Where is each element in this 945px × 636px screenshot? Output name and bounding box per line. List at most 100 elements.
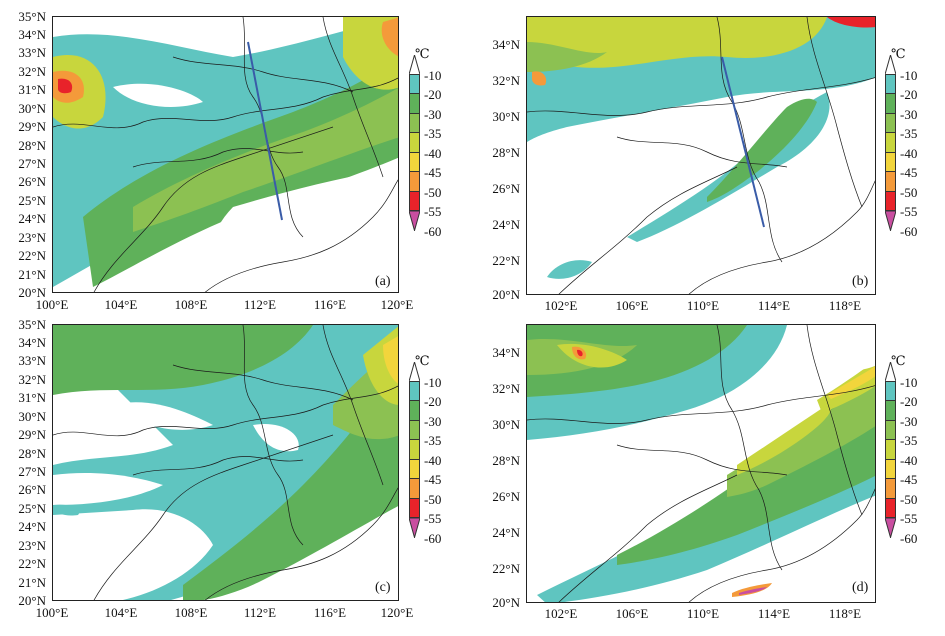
colorbar-segment xyxy=(409,113,420,133)
y-label-b-5: 24°N xyxy=(492,217,520,232)
colorbar-segment xyxy=(885,133,896,153)
y-label-a-15: 20°N xyxy=(18,285,46,300)
x-label-c-5: 120°E xyxy=(380,605,414,620)
x-label-c-3: 112°E xyxy=(243,605,277,620)
colorbar-segment xyxy=(409,74,420,94)
y-label-d-0: 34°N xyxy=(492,345,520,360)
colorbar-unit: ℃ xyxy=(415,46,430,61)
x-label-d-0: 102°E xyxy=(544,606,578,621)
y-label-b-1: 32°N xyxy=(492,73,520,88)
y-label-b-4: 26°N xyxy=(492,181,520,196)
colorbar-segment xyxy=(885,459,896,479)
y-label-c-2: 33°N xyxy=(18,353,46,368)
colorbar-segment xyxy=(409,440,420,460)
y-label-d-6: 22°N xyxy=(492,561,520,576)
y-label-c-12: 23°N xyxy=(18,538,46,553)
y-label-a-5: 30°N xyxy=(18,101,46,116)
colorbar-label: -50 xyxy=(900,184,918,200)
colorbar-label: -40 xyxy=(424,452,442,468)
x-label-c-2: 108°E xyxy=(174,605,208,620)
colorbar-segment xyxy=(409,94,420,114)
map-d xyxy=(526,324,876,603)
colorbar-segment xyxy=(885,172,896,192)
y-label-b-6: 22°N xyxy=(492,253,520,268)
colorbar-label: -40 xyxy=(424,145,442,161)
colorbar-label: -30 xyxy=(900,106,918,122)
y-label-a-3: 32°N xyxy=(18,64,46,79)
colorbar-segment xyxy=(409,152,420,172)
colorbar-label: -20 xyxy=(424,394,442,409)
colorbar-label: -55 xyxy=(424,204,442,219)
colorbar-label: -55 xyxy=(900,511,918,526)
colorbar-top-arrow xyxy=(409,362,420,382)
colorbar-segment xyxy=(409,498,420,518)
colorbar-unit: ℃ xyxy=(891,46,906,61)
colorbar-label: -55 xyxy=(900,204,918,219)
y-label-c-6: 29°N xyxy=(18,427,46,442)
colorbar-label: -10 xyxy=(900,67,918,83)
colorbar-segment xyxy=(885,152,896,172)
panel-label-c: (c) xyxy=(373,580,393,596)
cloud-top-temperature-field-b xyxy=(527,17,875,294)
panel-label-a: (a) xyxy=(373,274,393,290)
colorbar-segment xyxy=(409,172,420,192)
colorbar-label: -45 xyxy=(900,472,918,487)
colorbar-label: -30 xyxy=(900,413,918,429)
y-label-a-4: 31°N xyxy=(18,82,46,97)
y-label-c-8: 27°N xyxy=(18,464,46,479)
colorbar-top-arrow xyxy=(885,362,896,382)
colorbar-bottom-arrow xyxy=(885,518,896,538)
x-label-b-2: 110°E xyxy=(686,298,720,313)
y-label-c-10: 25°N xyxy=(18,501,46,516)
x-label-b-4: 118°E xyxy=(828,298,862,313)
x-label-d-1: 106°E xyxy=(615,606,649,621)
y-label-d-5: 24°N xyxy=(492,525,520,540)
x-label-a-2: 108°E xyxy=(174,297,208,312)
y-label-d-7: 20°N xyxy=(492,595,520,610)
colorbar-label: -10 xyxy=(424,374,442,390)
colorbar-label: -40 xyxy=(900,145,918,161)
colorbar-unit: ℃ xyxy=(415,353,430,368)
y-label-d-4: 26°N xyxy=(492,489,520,504)
cloud-top-temperature-field-a xyxy=(53,17,398,292)
colorbar-label: -35 xyxy=(900,433,918,448)
x-label-d-3: 114°E xyxy=(757,606,791,621)
y-label-c-11: 24°N xyxy=(18,519,46,534)
cloud-top-temperature-field-d xyxy=(527,325,875,602)
x-label-b-1: 106°E xyxy=(615,298,649,313)
colorbar-label: -60 xyxy=(900,530,918,546)
x-label-b-0: 102°E xyxy=(544,298,578,313)
y-label-d-3: 28°N xyxy=(492,453,520,468)
y-label-a-13: 22°N xyxy=(18,248,46,263)
colorbar-label: -50 xyxy=(900,491,918,507)
colorbar-segment xyxy=(409,191,420,211)
y-label-a-10: 25°N xyxy=(18,193,46,208)
y-label-c-15: 20°N xyxy=(18,593,46,608)
colorbar-label: -45 xyxy=(424,165,442,180)
x-label-d-4: 118°E xyxy=(828,606,862,621)
colorbar-label: -50 xyxy=(424,184,442,200)
y-label-a-7: 28°N xyxy=(18,138,46,153)
colorbar-label: -55 xyxy=(424,511,442,526)
colorbar-label: -40 xyxy=(900,452,918,468)
colorbar-segment xyxy=(885,381,896,401)
y-label-c-4: 31°N xyxy=(18,390,46,405)
y-label-c-3: 32°N xyxy=(18,372,46,387)
y-label-c-1: 34°N xyxy=(18,335,46,350)
x-label-d-2: 110°E xyxy=(686,606,720,621)
map-c xyxy=(52,324,399,601)
colorbar-label: -30 xyxy=(424,106,442,122)
colorbar-segment xyxy=(885,94,896,114)
y-label-a-0: 35°N xyxy=(18,9,46,24)
colorbar-label: -60 xyxy=(424,223,442,239)
colorbar-segment xyxy=(885,401,896,421)
x-label-b-3: 114°E xyxy=(757,298,791,313)
cross-section-line-b xyxy=(721,56,765,228)
panel-label-d: (d) xyxy=(850,580,871,596)
colorbar-unit: ℃ xyxy=(891,353,906,368)
colorbar-segment xyxy=(409,381,420,401)
colorbar-top-arrow xyxy=(409,55,420,75)
cloud-top-temperature-field-c xyxy=(53,325,398,600)
colorbar-segment xyxy=(409,459,420,479)
colorbar-segment xyxy=(885,420,896,440)
